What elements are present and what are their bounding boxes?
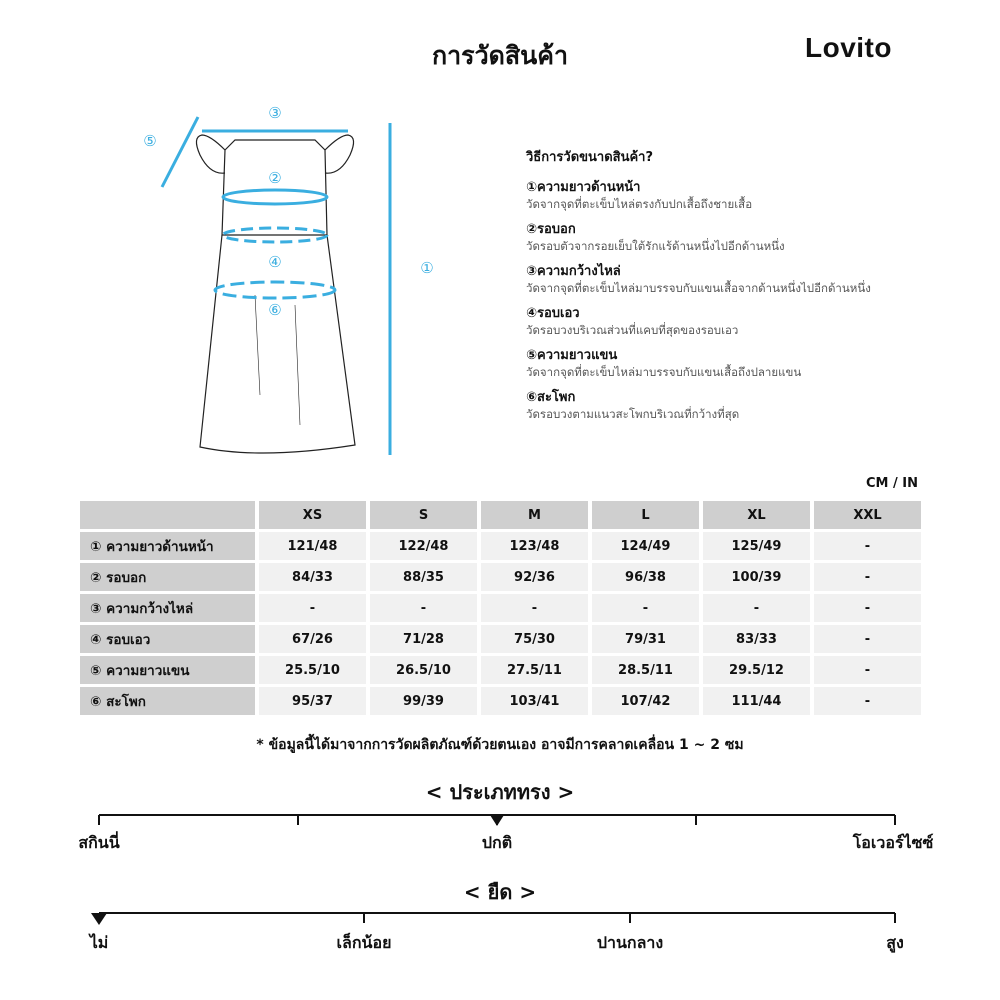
stretch-label-medium: ปานกลาง bbox=[596, 933, 664, 952]
row-label: ③ ความกว้างไหล่ bbox=[80, 594, 255, 622]
table-cell: 88/35 bbox=[370, 563, 477, 591]
marker-4: ④ bbox=[268, 253, 281, 271]
table-cell: 121/48 bbox=[259, 532, 366, 560]
guide-heading: วิธีการวัดขนาดสินค้า? bbox=[526, 150, 654, 165]
table-cell: 124/49 bbox=[592, 532, 699, 560]
fit-label-oversize: โอเวอร์ไซซ์ bbox=[852, 833, 934, 852]
stretch-heading: < ยืด > bbox=[463, 880, 537, 904]
table-cell: 99/39 bbox=[370, 687, 477, 715]
stretch-scale bbox=[91, 912, 896, 925]
table-cell: - bbox=[259, 594, 366, 622]
table-cell: 25.5/10 bbox=[259, 656, 366, 684]
marker-2: ② bbox=[268, 169, 281, 187]
table-cell: 29.5/12 bbox=[703, 656, 810, 684]
table-cell: - bbox=[370, 594, 477, 622]
row-label: ⑤ ความยาวแขน bbox=[80, 656, 255, 684]
table-row: ⑤ ความยาวแขน 25.5/10 26.5/10 27.5/11 28.5/11… bbox=[80, 656, 921, 684]
size-header: XL bbox=[703, 501, 810, 529]
guide-item-title: ⑤ความยาวแขน bbox=[526, 348, 618, 363]
marker-5: ⑤ bbox=[143, 132, 156, 150]
table-cell: 125/49 bbox=[703, 532, 810, 560]
guide-item-desc: วัดจากจุดที่ตะเข็บไหล่ตรงกับปกเสื้อถึงชา… bbox=[526, 197, 753, 211]
guide-item-desc: วัดจากจุดที่ตะเข็บไหล่มาบรรจบกับแขนเสื้อ… bbox=[526, 365, 802, 379]
table-cell: - bbox=[814, 687, 921, 715]
table-cell: 75/30 bbox=[481, 625, 588, 653]
guide-item-title: ④รอบเอว bbox=[526, 306, 580, 321]
row-label: ⑥ สะโพก bbox=[80, 687, 255, 715]
marker-1: ① bbox=[420, 259, 433, 277]
stretch-label-none: ไม่ bbox=[89, 933, 109, 952]
table-cell: 84/33 bbox=[259, 563, 366, 591]
table-cell: - bbox=[814, 563, 921, 591]
table-cell: 28.5/11 bbox=[592, 656, 699, 684]
table-cell: 83/33 bbox=[703, 625, 810, 653]
table-cell: - bbox=[703, 594, 810, 622]
row-label: ① ความยาวด้านหน้า bbox=[80, 532, 255, 560]
table-cell: - bbox=[814, 656, 921, 684]
stretch-marker bbox=[91, 913, 107, 925]
measurement-note: * ข้อมูลนี้ได้มาจากการวัดผลิตภัณฑ์ด้วยตน… bbox=[256, 737, 744, 753]
marker-6: ⑥ bbox=[268, 301, 281, 319]
table-cell: 67/26 bbox=[259, 625, 366, 653]
table-cell: 96/38 bbox=[592, 563, 699, 591]
guide-item-desc: วัดจากจุดที่ตะเข็บไหล่มาบรรจบกับแขนเสื้อ… bbox=[526, 281, 871, 295]
marker-3: ③ bbox=[268, 104, 281, 122]
table-cell: 95/37 bbox=[259, 687, 366, 715]
fit-label-skinny: สกินนี่ bbox=[78, 833, 120, 852]
table-cell: 92/36 bbox=[481, 563, 588, 591]
table-row: ③ ความกว้างไหล่ - - - - - - bbox=[80, 594, 921, 622]
stretch-label-slight: เล็กน้อย bbox=[336, 933, 392, 952]
fit-label-regular: ปกติ bbox=[481, 833, 513, 852]
table-cell: - bbox=[814, 594, 921, 622]
size-header: XS bbox=[259, 501, 366, 529]
unit-label: CM / IN bbox=[866, 476, 918, 491]
page-title: การวัดสินค้า bbox=[432, 41, 568, 70]
table-cell: 27.5/11 bbox=[481, 656, 588, 684]
row-label: ② รอบอก bbox=[80, 563, 255, 591]
brand-logo: Lovito bbox=[805, 32, 892, 63]
stretch-label-high: สูง bbox=[886, 933, 904, 952]
table-row: ⑥ สะโพก 95/37 99/39 103/41 107/42 111/44- bbox=[80, 687, 921, 715]
guide-item-title: ②รอบอก bbox=[526, 222, 576, 237]
table-cell: 26.5/10 bbox=[370, 656, 477, 684]
table-cell: - bbox=[592, 594, 699, 622]
size-header: S bbox=[370, 501, 477, 529]
table-cell: 71/28 bbox=[370, 625, 477, 653]
table-cell: - bbox=[814, 625, 921, 653]
table-cell: 122/48 bbox=[370, 532, 477, 560]
guide-item-desc: วัดรอบวงตามแนวสะโพกบริเวณที่กว้างที่สุด bbox=[526, 407, 740, 421]
table-row: ② รอบอก 84/33 88/35 92/36 96/38 100/39- bbox=[80, 563, 921, 591]
guide-item-desc: วัดรอบตัวจากรอยเย็บใต้รักแร้ด้านหนึ่งไปอ… bbox=[526, 239, 785, 253]
guide-item-desc: วัดรอบวงบริเวณส่วนที่แคบที่สุดของรอบเอว bbox=[526, 323, 739, 337]
table-cell: 123/48 bbox=[481, 532, 588, 560]
corner-cell bbox=[80, 501, 255, 529]
table-cell: 103/41 bbox=[481, 687, 588, 715]
measure-guide: วิธีการวัดขนาดสินค้า? ①ความยาวด้านหน้าวั… bbox=[526, 146, 946, 431]
table-cell: - bbox=[814, 532, 921, 560]
guide-item-title: ⑥สะโพก bbox=[526, 390, 576, 405]
fit-heading: < ประเภททรง > bbox=[425, 780, 575, 804]
table-cell: 111/44 bbox=[703, 687, 810, 715]
table-row: ① ความยาวด้านหน้า 121/48 122/48 123/48 124/4… bbox=[80, 532, 921, 560]
size-header: XXL bbox=[814, 501, 921, 529]
row-label: ④ รอบเอว bbox=[80, 625, 255, 653]
table-row: ④ รอบเอว 67/26 71/28 75/30 79/31 83/33- bbox=[80, 625, 921, 653]
fit-scale bbox=[98, 814, 896, 826]
table-cell: 79/31 bbox=[592, 625, 699, 653]
dress-diagram: ③ ② ④ ⑥ ⑤ ① bbox=[143, 104, 434, 455]
table-cell: - bbox=[481, 594, 588, 622]
fit-marker bbox=[490, 815, 504, 826]
size-header: L bbox=[592, 501, 699, 529]
guide-item-title: ③ความกว้างไหล่ bbox=[526, 264, 621, 279]
size-table: XS S M L XL XXL ① ความยาวด้านหน้า 121/48 122/48… bbox=[76, 498, 925, 718]
table-cell: 107/42 bbox=[592, 687, 699, 715]
guide-item-title: ①ความยาวด้านหน้า bbox=[526, 180, 641, 195]
table-cell: 100/39 bbox=[703, 563, 810, 591]
size-header: M bbox=[481, 501, 588, 529]
